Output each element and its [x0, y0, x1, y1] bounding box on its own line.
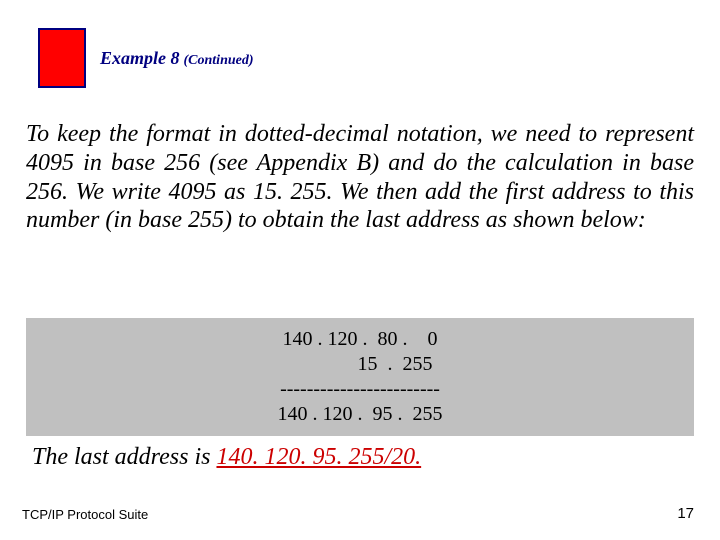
calc-line-2: 15 . 255: [288, 352, 433, 377]
continued-label: (Continued): [184, 53, 254, 68]
calc-line-4: 140 . 120 . 95 . 255: [278, 402, 443, 427]
calc-line-3: ------------------------: [280, 377, 440, 402]
body-paragraph: To keep the format in dotted-decimal not…: [26, 120, 694, 235]
footer-left: TCP/IP Protocol Suite: [22, 507, 148, 522]
accent-box: [38, 28, 86, 88]
conclusion-prefix: The last address is: [32, 444, 216, 470]
calc-line-1: 140 . 120 . 80 . 0: [283, 327, 438, 352]
calculation-box: 140 . 120 . 80 . 0 15 . 255 ------------…: [26, 318, 694, 436]
page-number: 17: [677, 505, 694, 522]
conclusion-line: The last address is 140. 120. 95. 255/20…: [32, 444, 421, 471]
title-group: Example 8 (Continued): [100, 48, 254, 69]
conclusion-answer: 140. 120. 95. 255/20.: [216, 444, 421, 470]
example-label: Example 8: [100, 48, 180, 68]
slide-header: Example 8 (Continued): [38, 28, 254, 88]
